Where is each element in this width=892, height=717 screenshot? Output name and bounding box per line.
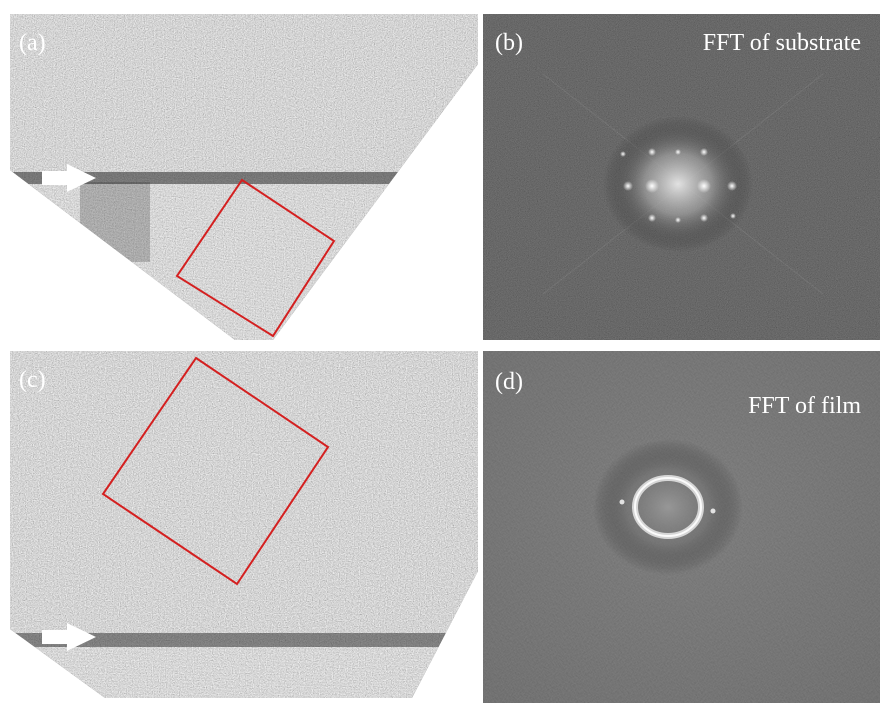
panel-d-fft: (d) FFT of film [483, 351, 880, 703]
panel-b-fft: (b) FFT of substrate [483, 14, 880, 340]
micrograph-a-image [10, 14, 478, 340]
right-arrow-icon [42, 164, 96, 192]
panel-a-micrograph: (a) [10, 14, 478, 340]
highlight-box-c [101, 356, 330, 586]
fft-d-image [483, 351, 880, 703]
panel-c-micrograph: (c) [10, 351, 478, 698]
fft-b-image [483, 14, 880, 340]
right-arrow-icon [42, 623, 96, 651]
highlight-box-a [175, 178, 336, 338]
micrograph-c-image [10, 351, 478, 698]
